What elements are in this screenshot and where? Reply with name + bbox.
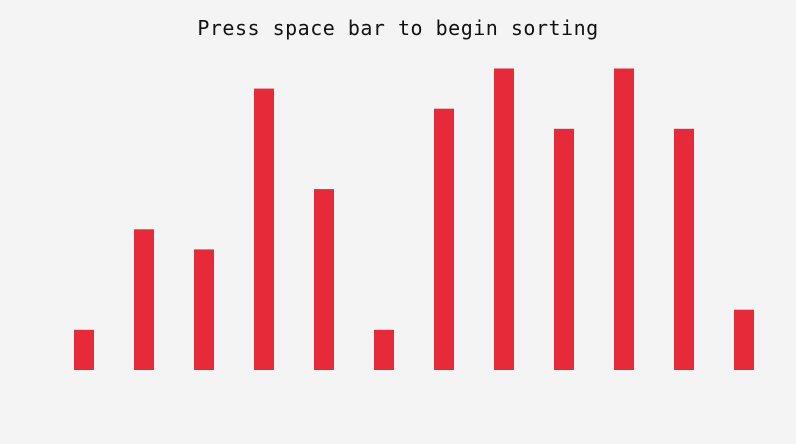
sort-bar bbox=[134, 229, 154, 370]
sort-bar bbox=[74, 329, 94, 370]
sort-bar bbox=[494, 68, 514, 370]
sort-bar bbox=[314, 189, 334, 370]
start-prompt: Press space bar to begin sorting bbox=[197, 16, 599, 40]
sort-bar bbox=[194, 249, 214, 370]
sort-bar bbox=[374, 329, 394, 370]
sort-bar bbox=[674, 128, 694, 370]
sort-bar bbox=[734, 309, 754, 370]
sort-bar bbox=[254, 88, 274, 370]
sort-bar bbox=[434, 108, 454, 370]
sort-bar bbox=[554, 128, 574, 370]
sort-bar bbox=[614, 68, 634, 370]
